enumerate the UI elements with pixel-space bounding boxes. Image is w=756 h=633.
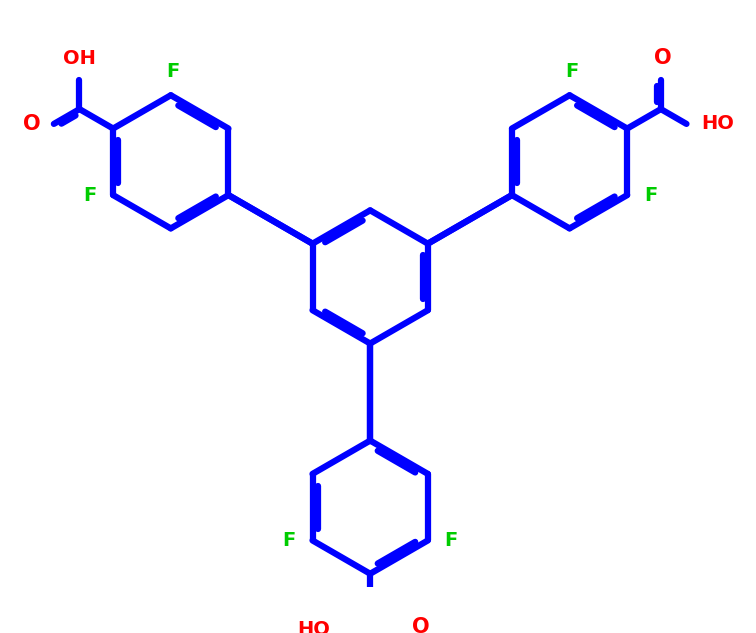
Text: OH: OH bbox=[63, 49, 96, 68]
Text: HO: HO bbox=[702, 115, 734, 134]
Text: F: F bbox=[644, 185, 657, 204]
Text: HO: HO bbox=[297, 620, 330, 633]
Text: O: O bbox=[23, 114, 41, 134]
Text: O: O bbox=[654, 47, 671, 68]
Text: F: F bbox=[166, 63, 179, 82]
Text: F: F bbox=[283, 531, 296, 550]
Text: F: F bbox=[565, 63, 578, 82]
Text: F: F bbox=[445, 531, 457, 550]
Text: F: F bbox=[83, 185, 97, 204]
Text: O: O bbox=[413, 617, 430, 633]
